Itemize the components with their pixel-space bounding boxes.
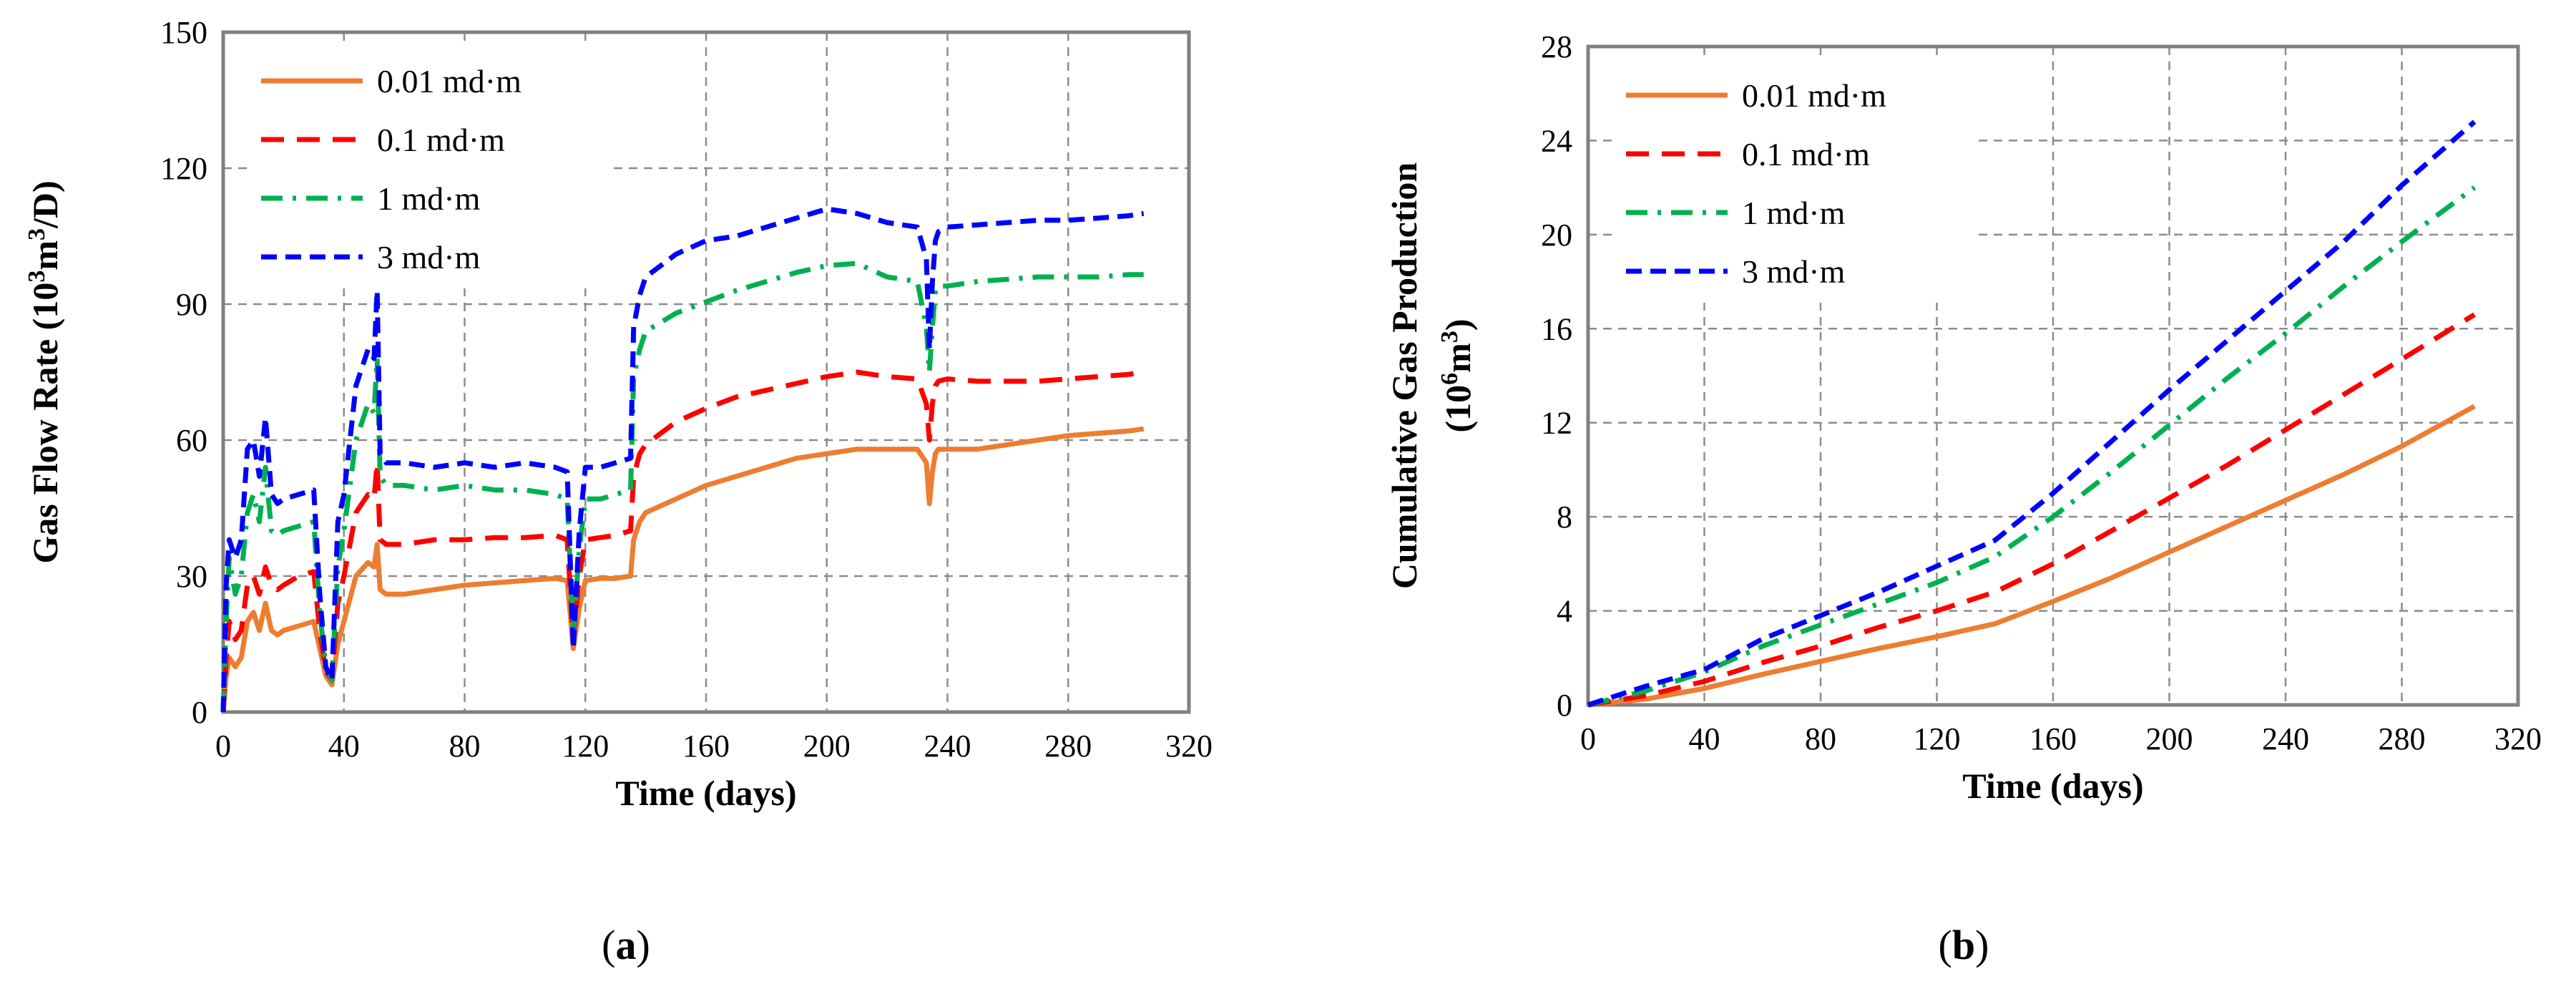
chart-a-y-label-sup1: 3	[24, 271, 50, 283]
chart-b-x-tick-label: 120	[1914, 721, 1961, 756]
chart-a-y-tick-label: 90	[176, 287, 207, 322]
chart-b-caption-letter: b	[1952, 922, 1975, 968]
chart-b-legend: 0.01 md·m 0.1 md·m 1 md·m 3 md·m	[1613, 59, 1978, 303]
chart-a-y-tick-label: 120	[160, 151, 207, 186]
chart-b-y-label2-main: (10	[1438, 385, 1478, 433]
chart-b-y-tick-label: 24	[1541, 123, 1572, 158]
chart-b-y-label-line2: (106m3)	[1436, 319, 1479, 433]
chart-b-series-line	[1587, 404, 2476, 708]
chart-a-legend-label: 0.01 md·m	[377, 63, 521, 99]
chart-panel-b: 0 40 80 120 160 200 240 280 320 0 4 8 12 16 20 24 28 0.0…	[1384, 29, 2542, 968]
chart-a-legend-label: 0.1 md·m	[377, 122, 505, 158]
chart-a-y-label-sup2: 3	[24, 228, 50, 240]
chart-a-caption-letter: a	[616, 922, 637, 968]
chart-b-x-tick-label: 80	[1805, 721, 1836, 756]
chart-panel-a: 0 40 80 120 160 200 240 280 320 0 30 60 90 120 150 0.0…	[24, 15, 1213, 968]
chart-b-y-tick-label: 8	[1557, 500, 1572, 535]
chart-b-y-axis-label: Cumulative Gas Production (106m3)	[1384, 162, 1478, 590]
chart-b-series-line	[1587, 120, 2477, 708]
chart-a-series-lines	[220, 206, 1145, 713]
chart-a-x-tick-label: 40	[328, 729, 360, 764]
chart-b-caption: (b)	[1939, 922, 1989, 968]
chart-a-y-label-main: Gas Flow Rate (10	[25, 283, 65, 564]
chart-b-series-line	[1587, 312, 2476, 708]
chart-b-series-lines	[1587, 120, 2477, 708]
chart-b-tick-labels: 0 40 80 120 160 200 240 280 320 0 4 8 12 16 20 24 28	[1541, 29, 2542, 756]
chart-b-x-tick-label: 320	[2494, 721, 2542, 756]
chart-a-x-tick-label: 240	[924, 729, 971, 764]
chart-a-series-line	[220, 260, 1144, 713]
chart-b-legend-label: 1 md·m	[1742, 195, 1846, 231]
chart-a-y-tick-label: 30	[176, 559, 207, 594]
chart-a-legend: 0.01 md·m 0.1 md·m 1 md·m 3 md·m	[248, 45, 613, 288]
chart-a-x-tick-label: 120	[562, 729, 609, 764]
chart-a-x-tick-label: 0	[215, 729, 231, 764]
chart-a-legend-label: 1 md·m	[377, 180, 481, 217]
chart-a-plot-frame	[221, 30, 1191, 714]
chart-b-y-tick-label: 28	[1541, 29, 1572, 64]
chart-a-x-tick-label: 160	[682, 729, 730, 764]
chart-a-series-line	[220, 206, 1145, 713]
chart-b-x-tick-label: 160	[2029, 721, 2077, 756]
chart-a-y-label-mid: m	[25, 240, 65, 271]
chart-b-y-tick-label: 16	[1541, 311, 1572, 346]
chart-b-plot-frame	[1586, 44, 2520, 707]
chart-b-y-tick-label: 12	[1541, 406, 1572, 441]
chart-a-x-tick-label: 200	[803, 729, 851, 764]
chart-a-legend-label: 3 md·m	[377, 239, 481, 276]
chart-b-x-tick-label: 240	[2262, 721, 2309, 756]
chart-a-x-tick-label: 320	[1165, 729, 1213, 764]
chart-b-x-tick-label: 0	[1580, 721, 1596, 756]
chart-b-legend-box	[1613, 59, 1978, 303]
chart-b-x-tick-label: 200	[2146, 721, 2193, 756]
chart-b-x-tick-label: 280	[2379, 721, 2426, 756]
chart-b-series-line	[1587, 185, 2477, 708]
chart-a-y-label-end: /D)	[25, 180, 65, 229]
chart-a-x-tick-label: 80	[449, 729, 481, 764]
chart-b-legend-label: 3 md·m	[1742, 253, 1846, 290]
chart-a-y-tick-label: 0	[192, 695, 207, 730]
chart-a-tick-labels: 0 40 80 120 160 200 240 280 320 0 30 60 90 120 150	[160, 15, 1213, 764]
chart-b-y-label2-sup1: 6	[1436, 373, 1463, 385]
chart-b-y-label2-end: )	[1438, 319, 1478, 331]
chart-a-y-tick-label: 60	[176, 423, 207, 458]
chart-a-caption: (a)	[602, 922, 650, 968]
chart-a-legend-box	[248, 45, 613, 288]
chart-b-y-tick-label: 4	[1557, 594, 1572, 629]
chart-b-x-tick-label: 40	[1689, 721, 1720, 756]
chart-a-x-tick-label: 280	[1044, 729, 1092, 764]
chart-a-series-line	[220, 426, 1145, 713]
chart-b-legend-label: 0.1 md·m	[1742, 136, 1870, 172]
chart-b-y-tick-label: 0	[1557, 688, 1572, 723]
chart-b-y-label2-sup2: 3	[1436, 331, 1463, 343]
chart-b-legend-label: 0.01 md·m	[1742, 77, 1886, 114]
chart-b-y-tick-label: 20	[1541, 218, 1572, 253]
chart-a-x-axis-label: Time (days)	[615, 773, 796, 813]
chart-b-y-label2-mid: m	[1438, 343, 1478, 373]
chart-a-y-axis-label: Gas Flow Rate (103m3/D)	[24, 180, 66, 563]
chart-b-x-axis-label: Time (days)	[1962, 766, 2143, 806]
chart-a-y-tick-label: 150	[160, 15, 207, 50]
chart-b-y-label-line1: Cumulative Gas Production	[1384, 162, 1424, 590]
